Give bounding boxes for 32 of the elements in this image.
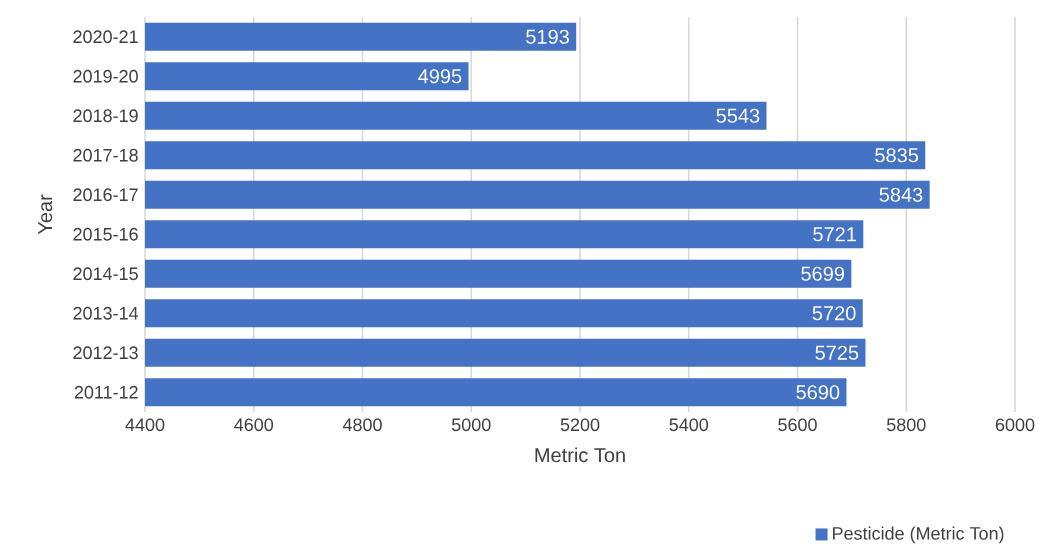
x-tick-label: 5400: [669, 418, 709, 432]
y-tick-label: 2017-18: [73, 148, 138, 162]
data-label: 5193: [526, 29, 569, 44]
x-tick-label: 4600: [234, 418, 274, 432]
y-tick-label: 2013-14: [73, 306, 139, 320]
x-axis-title: Metric Ton: [535, 447, 625, 463]
data-label: 5543: [716, 108, 760, 123]
data-label: 5843: [879, 187, 923, 202]
x-tick-label: 5200: [560, 418, 600, 432]
x-tick-label: 4400: [125, 418, 165, 432]
data-label: 4995: [418, 69, 462, 84]
y-tick-label: 2016-17: [73, 188, 138, 202]
y-tick-label: 2012-13: [73, 346, 138, 360]
legend-label: Pesticide (Metric Ton): [833, 526, 1004, 544]
x-tick-label: 4800: [342, 418, 382, 432]
x-tick-label: 5000: [451, 418, 491, 432]
y-tick-label: 2019-20: [73, 69, 138, 83]
y-tick-label: 2014-15: [73, 267, 138, 281]
data-label: 5690: [796, 385, 840, 400]
data-label: 5699: [801, 266, 844, 281]
y-axis-title: Year: [38, 194, 53, 235]
x-tick-label: 6000: [995, 418, 1035, 432]
x-tick-label: 5600: [778, 418, 817, 432]
y-tick-label: 2020-21: [73, 30, 138, 44]
y-tick-label: 2015-16: [73, 227, 138, 241]
data-label: 5835: [875, 148, 919, 163]
data-label: 5720: [812, 306, 856, 321]
y-tick-label: 2011-12: [74, 385, 138, 399]
x-tick-label: 5800: [886, 418, 926, 432]
data-label: 5721: [813, 227, 856, 242]
data-label: 5725: [815, 345, 859, 360]
y-tick-label: 2018-19: [73, 109, 138, 123]
